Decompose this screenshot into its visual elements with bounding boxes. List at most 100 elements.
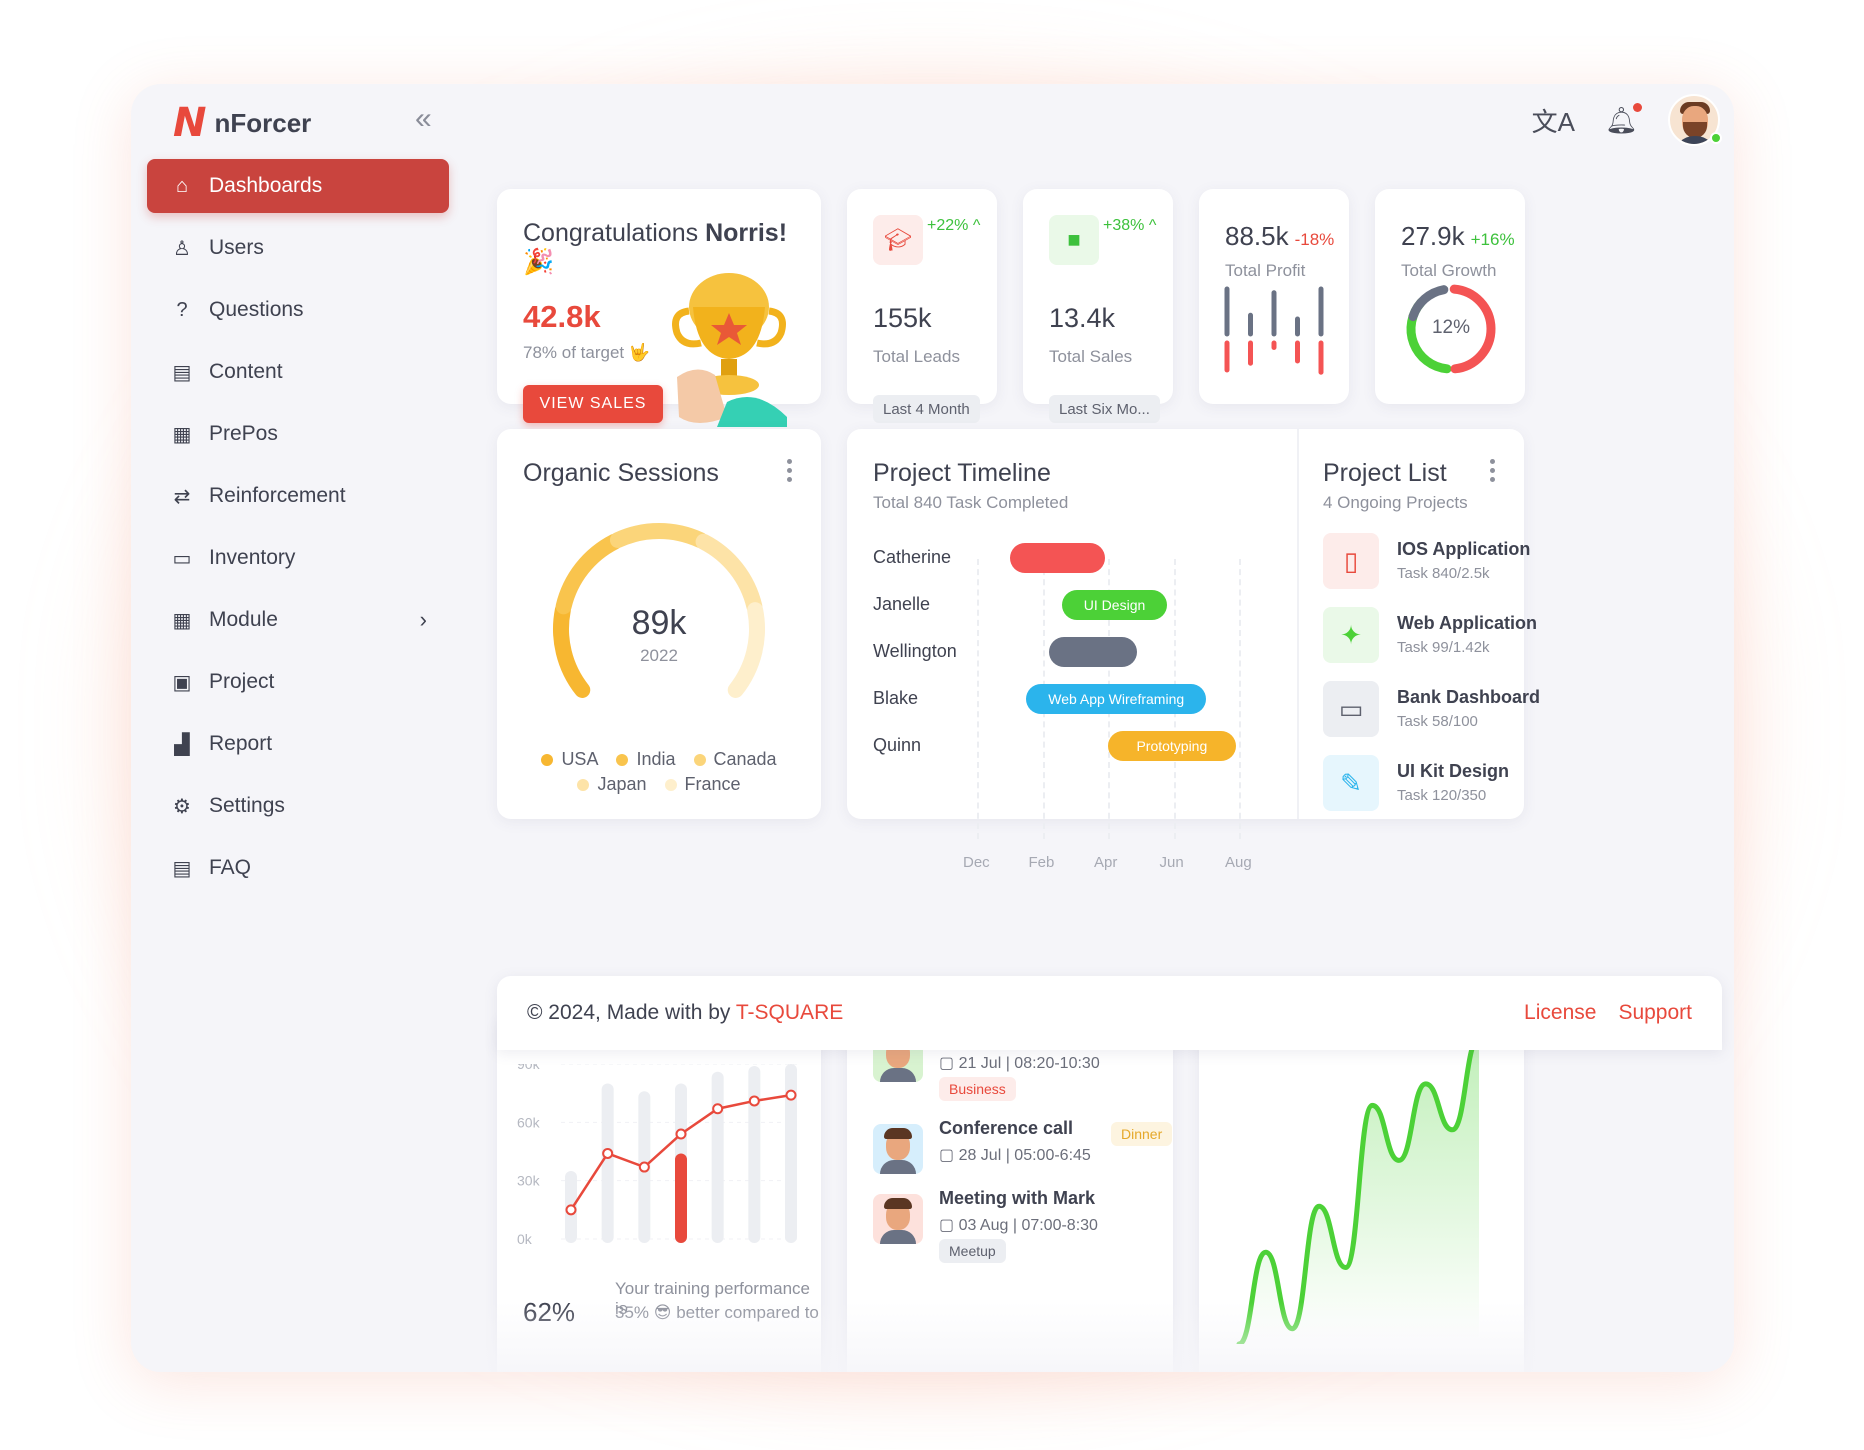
clipboard-icon: ▭ <box>172 547 192 570</box>
sidebar-item-label: Settings <box>209 794 285 817</box>
sidebar-item-questions[interactable]: ? Questions <box>147 283 449 337</box>
growth-donut-chart <box>1406 284 1496 374</box>
footer-brand-link[interactable]: T-SQUARE <box>735 1001 844 1024</box>
project-list-menu-icon[interactable] <box>1490 459 1496 486</box>
license-link[interactable]: License <box>1524 1001 1597 1024</box>
repeat-icon: ⇄ <box>173 485 191 508</box>
event-title: Meeting with Mark <box>939 1188 1096 1208</box>
project-list-item[interactable]: ▯ IOS Application Task 840/2.5k <box>1323 533 1563 593</box>
training-y-tick: 0k <box>517 1231 533 1247</box>
legend-dot <box>541 753 554 766</box>
timeline-subtitle: Total 840 Task Completed <box>873 493 1069 512</box>
leads-value: 155k <box>873 303 932 333</box>
legend-dot <box>577 778 590 791</box>
event-item[interactable]: Conference call ▢ 28 Jul | 05:00-6:45 Dinn… <box>873 1118 1193 1198</box>
collapse-sidebar-icon[interactable]: « <box>415 102 432 135</box>
target-text: 78% of target <box>523 343 625 362</box>
sidebar-item-project[interactable]: ▣ Project <box>147 655 449 709</box>
translate-icon[interactable]: 文A <box>1531 106 1575 137</box>
chart-icon: ▟ <box>174 733 190 756</box>
event-date: ▢ 28 Jul | 05:00-6:45 <box>939 1145 1091 1165</box>
sidebar-item-faq[interactable]: ▤ FAQ <box>147 841 449 895</box>
hand-icon: 🤟 <box>628 343 651 362</box>
event-title: Conference call <box>939 1118 1074 1138</box>
app-logo[interactable]: N nForcer <box>173 100 311 146</box>
event-avatar <box>873 1194 923 1244</box>
event-tag: Meetup <box>939 1239 1006 1263</box>
tools-icon: ✎ <box>1323 755 1379 811</box>
project-tasks: Task 58/100 <box>1397 713 1478 730</box>
film-icon: ▤ <box>172 361 192 384</box>
grid-icon: ▦ <box>172 609 192 632</box>
event-item[interactable]: Meeting with Mark ▢ 03 Aug | 07:00-8:30 Me… <box>873 1188 1193 1268</box>
sidebar-item-content[interactable]: ▤ Content <box>147 345 449 399</box>
organic-title: Organic Sessions <box>523 459 719 487</box>
timeline-person-name: Catherine <box>873 547 952 567</box>
sidebar-item-users[interactable]: ♙ Users <box>147 221 449 275</box>
timeline-bar[interactable] <box>1049 637 1138 667</box>
sidebar-item-settings[interactable]: ⚙ Settings <box>147 779 449 833</box>
video-icon: ■ <box>1049 215 1099 265</box>
support-link[interactable]: Support <box>1618 1001 1692 1024</box>
user-icon: ♙ <box>173 237 191 260</box>
congrats-name: Norris! <box>705 219 788 247</box>
sidebar-item-module[interactable]: ▦ Module › <box>147 593 449 647</box>
project-list-item[interactable]: ▭ Bank Dashboard Task 58/100 <box>1323 681 1563 741</box>
total-leads-card: 🎓︎ +22% ^ 155k Total Leads Last 4 Month <box>847 189 997 423</box>
congrats-card: Congratulations Norris! 🎉 42.8k 78% of t… <box>497 189 821 427</box>
sidebar-item-dashboards[interactable]: ⌂ Dashboards <box>147 159 449 213</box>
sparkle-icon: ✦ <box>1323 607 1379 663</box>
project-timeline-card: Project Timeline Total 840 Task Complete… <box>847 429 1540 871</box>
sidebar-item-prepos[interactable]: ▦ PrePos <box>147 407 449 461</box>
sidebar-item-label: FAQ <box>209 856 252 879</box>
sidebar-nav: ⌂ Dashboards ♙ Users? Questions ▤ Content ▦ PreP… <box>147 159 449 903</box>
project-tasks: Task 120/350 <box>1397 787 1487 804</box>
legend-dot <box>693 753 706 766</box>
event-date-text: 03 Aug | 07:00-8:30 <box>958 1217 1098 1234</box>
profit-label: Total Profit <box>1225 261 1306 280</box>
project-tasks: Task 99/1.42k <box>1397 639 1490 656</box>
organic-menu-icon[interactable] <box>787 459 793 486</box>
leads-period-chip[interactable]: Last 4 Month <box>873 395 980 423</box>
timeline-bar[interactable]: UI Design <box>1062 590 1167 620</box>
user-avatar[interactable] <box>1668 94 1722 146</box>
sidebar-item-inventory[interactable]: ▭ Inventory <box>147 531 449 585</box>
timeline-person-name: Janelle <box>873 594 931 614</box>
footer-links: License Support <box>1524 1001 1692 1025</box>
gauge-segment-japan <box>695 533 763 615</box>
legend-label: Canada <box>713 749 777 769</box>
timeline-bar[interactable]: Prototyping <box>1108 731 1236 761</box>
organic-gauge-chart <box>553 523 765 698</box>
growth-value: 27.9k +16% <box>1401 221 1515 252</box>
total-sales-card: ■ +38% ^ 13.4k Total Sales Last Six Mo..… <box>1023 189 1173 423</box>
sidebar-item-label: Questions <box>209 298 304 321</box>
timeline-month-label: Jun <box>1159 854 1184 871</box>
gauge-segment-usa <box>553 602 591 698</box>
congrats-title: Congratulations Norris! 🎉 <box>523 219 821 277</box>
sidebar-item-label: PrePos <box>209 422 278 445</box>
legend-item-india: India <box>616 749 676 770</box>
calendar-icon: ▢ <box>939 1147 959 1164</box>
view-sales-button[interactable]: VIEW SALES <box>523 385 663 423</box>
training-point <box>638 1161 650 1173</box>
event-date: ▢ 21 Jul | 08:20-10:30 <box>939 1053 1100 1073</box>
sidebar-item-reinforcement[interactable]: ⇄ Reinforcement <box>147 469 449 523</box>
calendar-icon: ▢ <box>939 1217 959 1234</box>
calendar-icon: ▢ <box>939 1055 959 1072</box>
training-point <box>675 1128 687 1140</box>
project-list-item[interactable]: ✎ UI Kit Design Task 120/350 <box>1323 755 1563 815</box>
profit-amount: 88.5k <box>1225 221 1289 251</box>
bell-icon[interactable]: 🔔︎ <box>1605 102 1642 136</box>
project-title: UI Kit Design <box>1397 761 1510 781</box>
sidebar-item-report[interactable]: ▟ Report <box>147 717 449 771</box>
question-icon: ? <box>176 298 188 321</box>
timeline-bar[interactable] <box>1009 543 1105 573</box>
party-icon: 🎉 <box>523 248 555 276</box>
leads-label: Total Leads <box>873 347 960 366</box>
project-list-item[interactable]: ✦ Web Application Task 99/1.42k <box>1323 607 1563 667</box>
leads-pct: +22% <box>927 217 969 234</box>
sales-period-chip[interactable]: Last Six Mo... <box>1049 395 1160 423</box>
timeline-bar[interactable]: Web App Wireframing <box>1026 684 1207 714</box>
page-footer: © 2024, Made with by T-SQUARE License Su… <box>497 976 1722 1050</box>
legend-item-japan: Japan <box>577 774 647 795</box>
